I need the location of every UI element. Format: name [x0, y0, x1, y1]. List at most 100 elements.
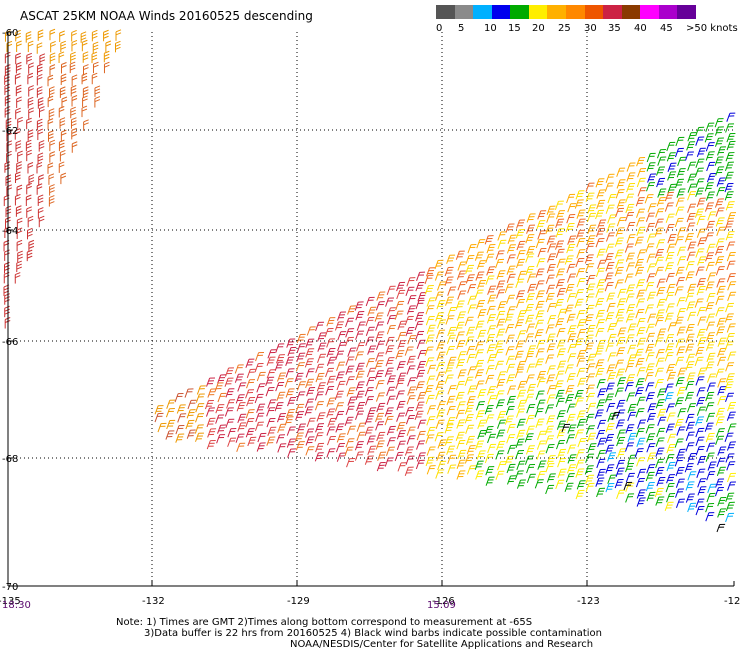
wind-barb	[525, 414, 535, 425]
wind-barb	[505, 405, 515, 416]
wind-barb	[675, 478, 685, 488]
wind-barb	[475, 341, 485, 351]
wind-barb	[355, 410, 364, 420]
wind-barb	[38, 140, 45, 152]
wind-barb	[28, 239, 35, 252]
wind-barb	[505, 223, 515, 233]
wind-barb	[695, 416, 705, 426]
wind-barb	[576, 357, 586, 367]
wind-barb	[597, 437, 607, 448]
wind-barb	[416, 430, 426, 441]
wind-barb	[326, 436, 336, 446]
wind-barb	[436, 451, 446, 462]
wind-barb	[186, 429, 196, 439]
wind-barb	[546, 333, 556, 343]
wind-barb	[71, 39, 78, 52]
wind-barb	[625, 203, 635, 214]
wind-barb	[444, 374, 454, 384]
wind-barb	[16, 96, 22, 108]
wind-barb	[536, 258, 546, 268]
wind-barb	[425, 334, 435, 344]
wind-barb	[574, 298, 584, 309]
wind-barb	[606, 402, 616, 413]
wind-barb	[467, 366, 477, 376]
wind-barb	[305, 446, 315, 456]
wind-barb	[715, 256, 725, 266]
wind-barb	[48, 173, 55, 185]
wind-barb	[475, 410, 485, 420]
wind-barb	[444, 266, 454, 277]
wind-barb	[326, 375, 336, 386]
wind-barb	[415, 401, 425, 411]
wind-barb	[545, 463, 555, 473]
wind-barb	[726, 241, 736, 251]
wind-barb	[605, 262, 615, 272]
wind-barb	[385, 345, 395, 355]
wind-barb	[695, 427, 705, 438]
wind-barb	[295, 441, 305, 451]
wind-barb	[587, 402, 597, 413]
wind-barb	[616, 436, 626, 447]
wind-barb	[376, 291, 386, 301]
wind-barb	[594, 409, 604, 419]
wind-barb	[354, 351, 364, 361]
wind-barb	[446, 417, 456, 427]
wind-barb	[596, 227, 605, 238]
wind-barb	[555, 318, 565, 328]
wind-barb	[4, 293, 10, 305]
wind-barb	[334, 390, 344, 401]
wind-barb	[524, 304, 534, 314]
wind-barb	[706, 352, 716, 363]
wind-barb	[645, 332, 655, 343]
wind-barb	[404, 466, 414, 476]
wind-barb	[374, 370, 384, 380]
wind-barb	[654, 317, 664, 327]
wind-barb	[496, 328, 506, 338]
wind-barb	[556, 429, 566, 439]
wind-barb	[654, 337, 664, 347]
wind-barb	[667, 162, 677, 172]
wind-barb	[364, 455, 374, 465]
wind-barb	[506, 265, 516, 275]
wind-barb	[276, 434, 286, 444]
wind-barb	[355, 381, 365, 391]
wind-barb	[655, 399, 665, 409]
wind-barb	[674, 316, 684, 327]
lat-tick-label: -66	[2, 337, 18, 348]
wind-barb	[695, 436, 705, 446]
wind-barb	[567, 235, 577, 245]
wind-barb	[716, 523, 726, 533]
wind-barb	[94, 96, 101, 108]
wind-barb	[455, 380, 465, 391]
wind-barb	[314, 391, 324, 401]
wind-barb	[685, 431, 695, 441]
wind-barb	[315, 321, 325, 332]
wind-barb	[654, 256, 664, 267]
wind-barb	[657, 156, 667, 166]
wind-barb	[546, 394, 556, 404]
wind-barb	[634, 348, 644, 359]
wind-barb	[335, 371, 345, 381]
wind-barb	[267, 349, 277, 359]
wind-barb	[676, 188, 686, 198]
wind-barb	[517, 399, 527, 410]
wind-barb	[174, 393, 184, 403]
wind-barb	[3, 194, 10, 207]
wind-barb	[635, 197, 645, 207]
wind-barb	[504, 455, 514, 466]
wind-barb	[496, 440, 506, 451]
wind-barb	[615, 459, 625, 470]
wind-barbs-swath-west	[3, 28, 122, 329]
wind-barb	[565, 473, 575, 483]
legend-label: 0	[436, 23, 443, 34]
wind-barb	[80, 31, 87, 43]
wind-barb	[475, 271, 485, 281]
wind-barb	[245, 418, 255, 428]
wind-barb	[82, 86, 89, 98]
wind-barb	[656, 177, 666, 188]
wind-barb	[217, 392, 227, 403]
wind-barb	[536, 370, 546, 381]
wind-barb	[36, 73, 43, 86]
wind-barb	[436, 329, 446, 339]
wind-barb	[295, 411, 305, 421]
